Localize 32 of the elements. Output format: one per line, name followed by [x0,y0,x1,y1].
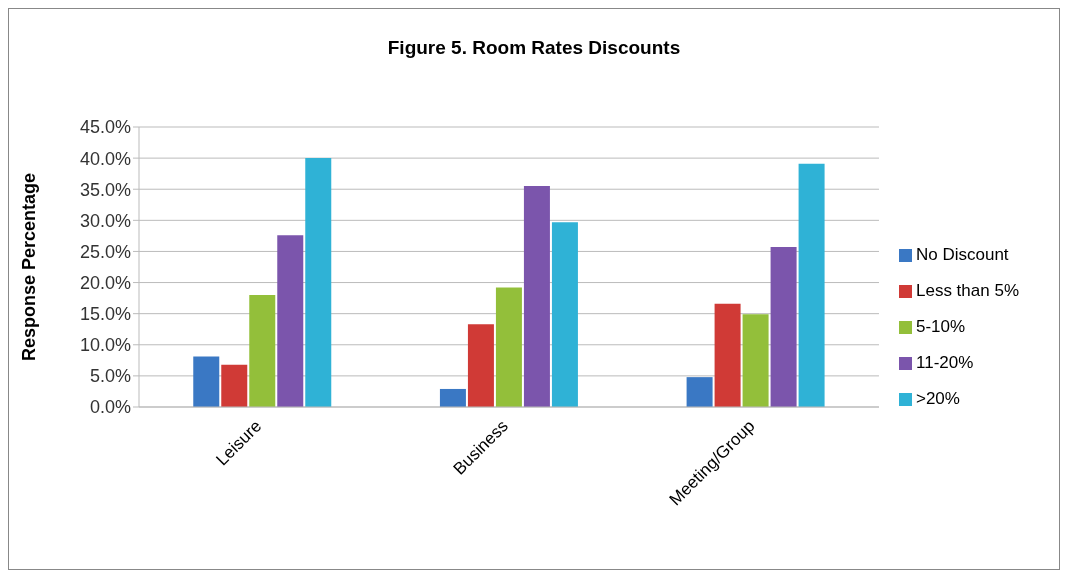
bar [439,388,466,407]
bar [714,303,741,407]
bar [551,222,578,407]
y-tick-label: 10.0% [79,335,131,356]
y-tick-label: 40.0% [79,148,131,169]
bar [277,235,304,407]
y-tick-label: 5.0% [89,366,131,387]
legend-label: 5-10% [915,317,966,336]
bar [305,158,332,407]
bar [193,356,220,407]
legend-label: No Discount [915,245,1009,264]
bar [467,324,494,407]
y-tick-label: 20.0% [79,272,131,293]
bar [798,163,825,407]
legend-label: 11-20% [915,353,974,372]
y-tick-label: 35.0% [79,179,131,200]
y-tick-label: 30.0% [79,210,131,231]
bar [221,364,248,407]
bar [686,377,713,407]
y-tick-label: 15.0% [79,304,131,325]
bar [495,287,522,407]
bar [523,186,550,407]
legend-label: >20% [915,389,960,408]
bar [770,247,797,407]
y-tick-label: 25.0% [79,241,131,262]
y-axis-title: Response Percentage [19,172,40,362]
legend-label: Less than 5% [915,281,1019,300]
bar [742,314,769,407]
bar [249,295,276,407]
y-tick-label: 0.0% [89,397,131,418]
y-tick-label: 45.0% [79,117,131,138]
chart-title: Figure 5. Room Rates Discounts [386,36,682,60]
